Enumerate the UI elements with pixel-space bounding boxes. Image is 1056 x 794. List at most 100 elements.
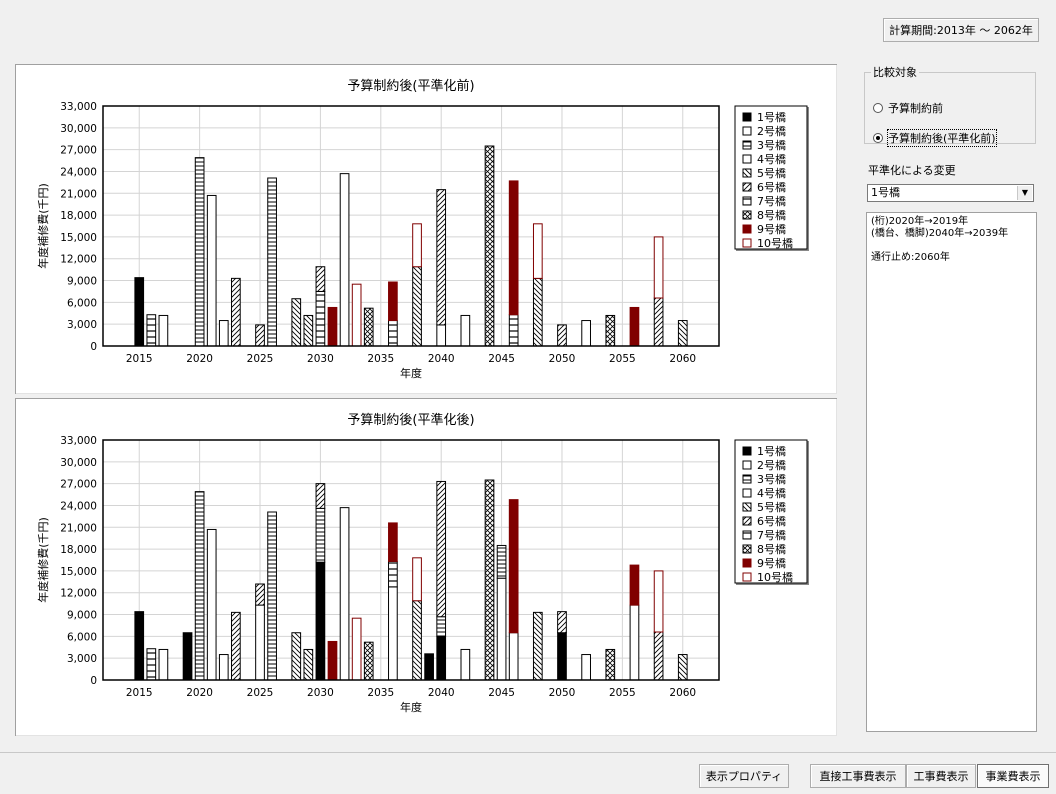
x-tick-label: 2050 — [549, 353, 576, 365]
change-line — [871, 240, 1032, 252]
bar-segment — [653, 297, 664, 347]
legend-swatch — [742, 196, 752, 206]
bar-segment — [436, 616, 447, 637]
bar-segment — [436, 480, 447, 618]
y-tick-label: 24,000 — [60, 500, 97, 512]
legend-entry: 7号橋 — [757, 194, 786, 208]
chart-before-smoothing: 予算制約後(平準化前) 0 3,000 6,000 9,000 12,000 15,000 1… — [36, 78, 809, 380]
x-tick-label: 2020 — [186, 687, 213, 699]
bar-segment — [605, 314, 616, 347]
bar-segment — [653, 631, 664, 681]
smoothing-change-label: 平準化による変更 — [868, 164, 956, 177]
bar-segment — [412, 223, 422, 268]
chevron-down-icon[interactable]: ▼ — [1017, 186, 1032, 200]
bar-segment — [255, 604, 265, 681]
bar-segment — [605, 648, 616, 681]
bar-segment — [412, 557, 422, 602]
bar-segment — [581, 654, 591, 681]
x-tick-label: 2020 — [186, 353, 213, 365]
bar-segment — [557, 324, 567, 347]
calculation-period-button[interactable]: 計算期間:2013年 〜 2062年 — [883, 18, 1039, 42]
x-tick-label: 2045 — [488, 687, 515, 699]
x-tick-label: 2040 — [428, 353, 455, 365]
x-tick-label: 2060 — [669, 353, 696, 365]
bar-segment — [653, 570, 664, 633]
bar-segment — [303, 314, 314, 347]
y-tick-label: 3,000 — [67, 653, 97, 665]
x-tick-label: 2025 — [247, 353, 274, 365]
bar-segment — [508, 632, 519, 681]
y-tick-label: 6,000 — [67, 297, 97, 309]
bar-segment — [388, 320, 398, 347]
bar-segment — [255, 324, 265, 347]
legend-swatch — [742, 544, 752, 554]
legend-entry: 6号橋 — [757, 180, 786, 194]
radio-label: 予算制約前 — [888, 102, 943, 115]
bar-segment — [532, 223, 543, 279]
construction-cost-button[interactable]: 工事費表示 — [906, 764, 976, 788]
y-tick-label: 27,000 — [60, 479, 97, 491]
direct-cost-button[interactable]: 直接工事費表示 — [810, 764, 906, 788]
bar-segment — [291, 632, 302, 681]
x-tick-label: 2025 — [247, 687, 274, 699]
bar-segment — [134, 277, 145, 347]
x-axis-label: 年度 — [400, 700, 422, 714]
legend-swatch — [742, 168, 752, 178]
bridge-select[interactable]: 1号橋 ▼ — [867, 184, 1034, 202]
business-cost-button[interactable]: 事業費表示 — [977, 764, 1049, 788]
bar-segment — [182, 632, 193, 681]
y-tick-label: 33,000 — [60, 435, 97, 447]
bar-segment — [508, 314, 519, 347]
y-tick-label: 24,000 — [60, 166, 97, 178]
bar-segment — [351, 617, 362, 681]
bar-segment — [436, 324, 447, 347]
radio-circle-selected[interactable] — [873, 133, 883, 143]
legend-swatch — [742, 140, 752, 150]
bar-segment — [255, 583, 265, 606]
bar-segment — [388, 281, 398, 322]
legend-swatch — [742, 210, 752, 220]
plot-area — [103, 440, 719, 680]
bar-segment — [460, 648, 471, 681]
x-tick-label: 2050 — [549, 687, 576, 699]
y-tick-label: 3,000 — [67, 319, 97, 331]
legend-entry: 9号橋 — [757, 222, 786, 236]
legend-entry: 10号橋 — [757, 570, 793, 584]
bar-segment — [532, 277, 543, 347]
legend-swatch — [742, 224, 752, 234]
bar-segment — [315, 507, 326, 563]
bar-segment — [412, 266, 422, 347]
x-tick-label: 2055 — [609, 687, 636, 699]
y-tick-label: 6,000 — [67, 631, 97, 643]
y-tick-label: 21,000 — [60, 522, 97, 534]
legend-entry: 1号橋 — [757, 444, 786, 458]
legend-entry: 10号橋 — [757, 236, 793, 250]
legend-swatch — [742, 488, 752, 498]
bar-segment — [315, 266, 326, 292]
bar-segment — [484, 479, 495, 681]
bar-segment — [327, 306, 338, 347]
y-tick-label: 30,000 — [60, 123, 97, 135]
radio-circle[interactable] — [873, 103, 883, 113]
button-label: 事業費表示 — [985, 770, 1041, 783]
bar-segment — [218, 654, 229, 681]
x-tick-label: 2045 — [488, 353, 515, 365]
legend-entry: 6号橋 — [757, 514, 786, 528]
radio-budget-after-pre-smoothing[interactable]: 予算制約後(平準化前) — [873, 129, 997, 147]
chart-panel-before-smoothing: 予算制約後(平準化前) 0 3,000 6,000 9,000 12,000 15,000 1… — [15, 64, 837, 394]
bar-segment — [412, 600, 422, 681]
bar-segment — [484, 145, 495, 347]
bar-segment — [315, 290, 326, 347]
y-tick-label: 9,000 — [67, 276, 97, 288]
x-tick-label: 2015 — [126, 687, 153, 699]
bar-segment — [388, 586, 398, 681]
display-properties-button[interactable]: 表示プロパティ — [699, 764, 789, 788]
legend-entry: 2号橋 — [757, 124, 786, 138]
radio-budget-before[interactable]: 予算制約前 — [873, 100, 943, 116]
bar-segment — [532, 611, 543, 681]
bar-segment — [146, 648, 157, 681]
legend-entry: 8号橋 — [757, 208, 786, 222]
compare-target-group: 比較対象 予算制約前 予算制約後(平準化前) — [864, 64, 1036, 147]
smoothing-change-list: (桁)2020年→2019年 (橋台、橋脚)2040年→2039年 通行止め:2… — [866, 212, 1037, 732]
x-tick-label: 2035 — [367, 353, 394, 365]
